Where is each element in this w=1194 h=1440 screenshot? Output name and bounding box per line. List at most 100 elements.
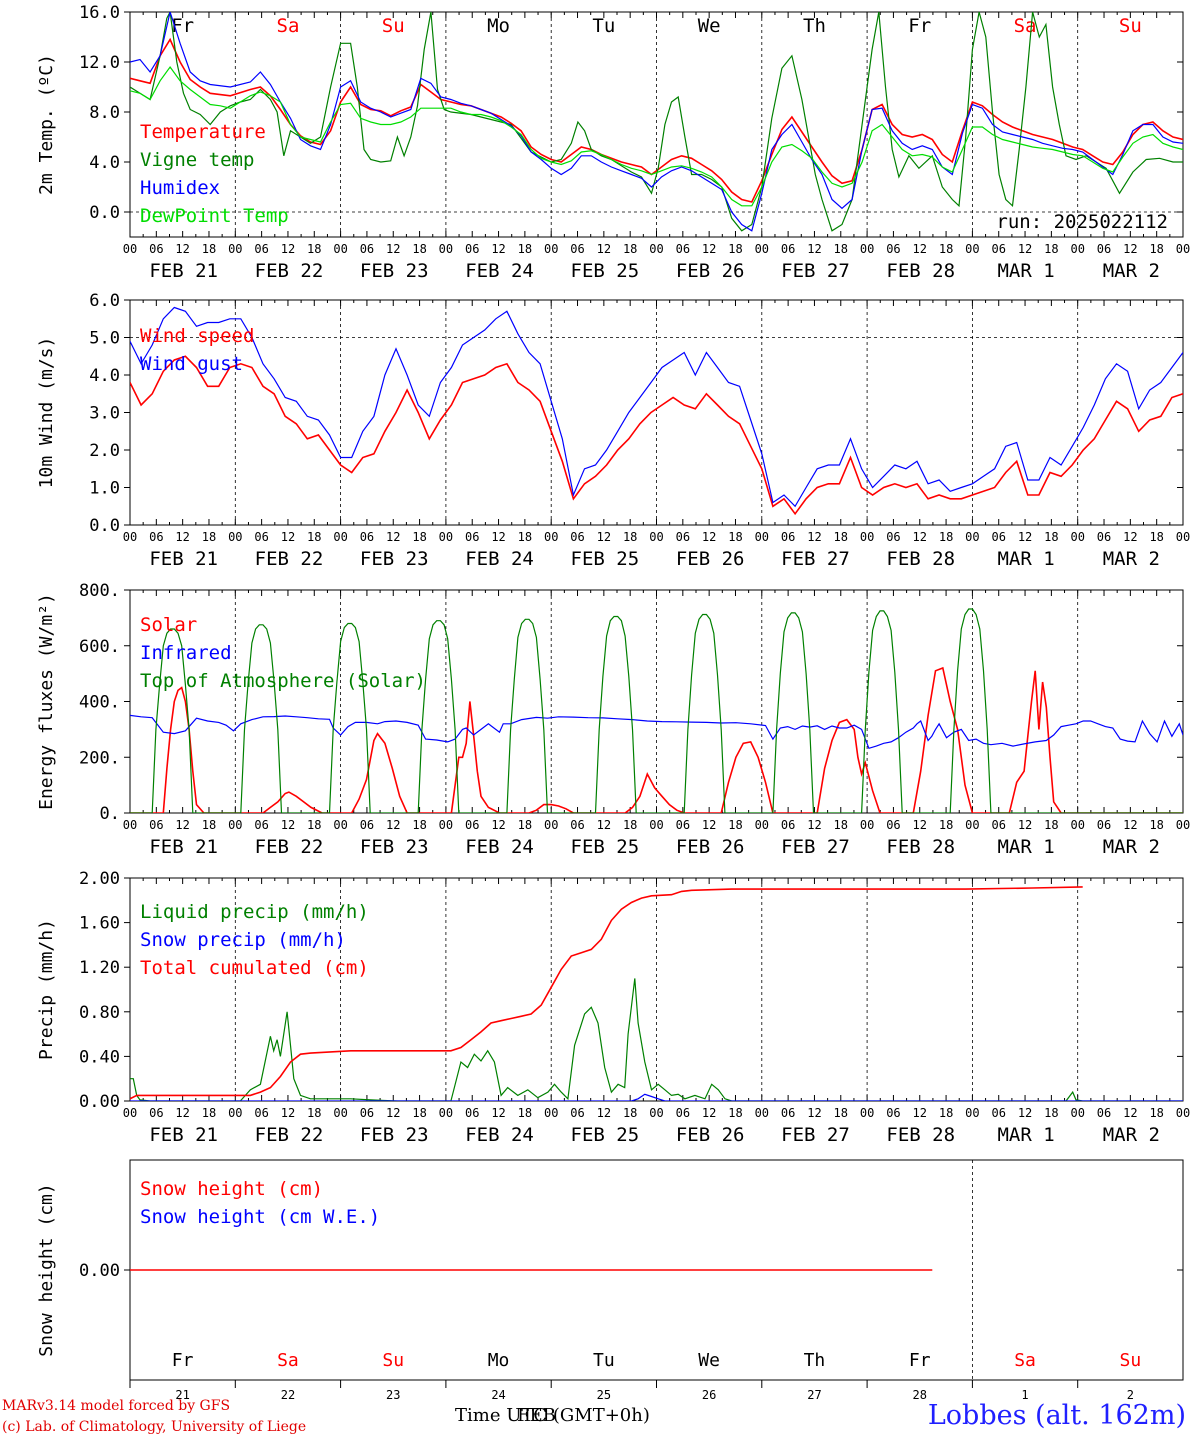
legend-entry: Snow precip (mm/h)	[140, 929, 346, 951]
hour-tick-label: 00	[123, 242, 137, 256]
weekday-label: Mo	[488, 1350, 510, 1371]
date-label: FEB 28	[886, 260, 955, 282]
plot-frame	[129, 589, 1184, 814]
hour-tick-label: 06	[1097, 530, 1111, 544]
weekday-label: We	[698, 15, 721, 37]
hour-tick-label: 00	[228, 242, 242, 256]
date-label: MAR 1	[997, 548, 1054, 570]
date-label: FEB 24	[465, 836, 534, 858]
date-label: MAR 2	[1103, 1124, 1160, 1146]
weekday-label: Fr	[909, 1350, 931, 1371]
hour-tick-label: 12	[702, 1106, 716, 1120]
hour-tick-label: 00	[965, 530, 979, 544]
hour-tick-label: 06	[676, 1106, 690, 1120]
hour-tick-label: 06	[676, 818, 690, 832]
hour-tick-label: 12	[175, 818, 189, 832]
y-tick-label: 12.0	[79, 53, 120, 73]
hour-tick-label: 12	[1123, 530, 1137, 544]
hour-tick-label: 18	[1044, 818, 1058, 832]
hour-tick-label: 00	[1070, 530, 1084, 544]
hour-tick-label: 12	[491, 242, 505, 256]
hour-tick-label: 00	[755, 818, 769, 832]
date-label: FEB 25	[571, 836, 640, 858]
hour-tick-label: 18	[623, 242, 637, 256]
hour-tick-label: 18	[939, 530, 953, 544]
time-axis-title: Time UTC (GMT+0h) FEB	[455, 1405, 650, 1426]
series-line-wind-gust	[130, 306, 1183, 508]
hour-tick-label: 00	[439, 1106, 453, 1120]
weekday-label: Sa	[1014, 15, 1037, 37]
legend-entry: Top of Atmosphere (Solar)	[140, 670, 426, 692]
hour-tick-label: 00	[965, 1106, 979, 1120]
day-number-label: 24	[491, 1388, 505, 1402]
hour-tick-label: 12	[491, 1106, 505, 1120]
hour-tick-label: 12	[702, 530, 716, 544]
legend-entry: Wind gust	[140, 353, 243, 375]
hour-tick-label: 12	[175, 530, 189, 544]
hour-tick-label: 00	[439, 818, 453, 832]
hour-tick-label: 18	[1149, 1106, 1163, 1120]
weekday-label: Sa	[277, 15, 300, 37]
hour-tick-label: 18	[1149, 530, 1163, 544]
chart-panel-4: 00 06 12 18 FEB 21 00 06 12 18 FEB 22 00 06 12 18 FEB …	[36, 869, 1190, 1146]
date-label: FEB 28	[886, 1124, 955, 1146]
hour-tick-label: 12	[281, 818, 295, 832]
series-line-dewpoint-temp	[130, 65, 1183, 207]
date-label: FEB 23	[360, 1124, 429, 1146]
hour-tick-label: 06	[781, 530, 795, 544]
hour-tick-label: 18	[728, 818, 742, 832]
y-axis-label: Precip (mm/h)	[36, 919, 57, 1060]
legend-entry: Temperature	[140, 121, 266, 143]
y-tick-label: 1.0	[89, 479, 120, 499]
hour-tick-label: 12	[702, 818, 716, 832]
hour-tick-label: 06	[149, 530, 163, 544]
hour-tick-label: 18	[939, 242, 953, 256]
hour-tick-label: 06	[886, 1106, 900, 1120]
hour-tick-label: 06	[360, 242, 374, 256]
hour-tick-label: 06	[991, 1106, 1005, 1120]
y-tick-label: 0.80	[79, 1003, 120, 1023]
hour-tick-label: 18	[412, 530, 426, 544]
chart-panel-1: 00 06 12 18 FEB 21 00 06 12 18 FEB 22 00 06 12 18 FEB …	[36, 3, 1190, 282]
hour-tick-label: 00	[439, 530, 453, 544]
hour-tick-label: 12	[1123, 818, 1137, 832]
legend-entry: Snow height (cm W.E.)	[140, 1206, 380, 1228]
series-line-infrared	[130, 714, 1183, 750]
y-tick-label: 2.00	[79, 869, 120, 889]
weekday-label: Sa	[1014, 1350, 1036, 1371]
date-label: FEB 25	[571, 1124, 640, 1146]
hour-tick-label: 00	[123, 530, 137, 544]
date-label: MAR 1	[997, 1124, 1054, 1146]
date-label: FEB 26	[676, 260, 745, 282]
hour-tick-label: 18	[623, 530, 637, 544]
hour-tick-label: 00	[228, 1106, 242, 1120]
hour-tick-label: 06	[149, 242, 163, 256]
y-tick-label: 800.	[79, 581, 120, 601]
date-label: FEB 23	[360, 260, 429, 282]
series-line-vigne-temp	[130, 12, 1183, 232]
hour-tick-label: 12	[491, 818, 505, 832]
date-label: FEB 21	[149, 260, 218, 282]
y-tick-label: 2.0	[89, 441, 120, 461]
hour-tick-label: 06	[149, 818, 163, 832]
hour-tick-label: 12	[807, 818, 821, 832]
hour-tick-label: 18	[1044, 242, 1058, 256]
hour-tick-label: 18	[307, 530, 321, 544]
hour-tick-label: 18	[728, 530, 742, 544]
date-label: FEB 27	[781, 260, 850, 282]
y-tick-label: 600.	[79, 637, 120, 657]
hour-tick-label: 06	[1097, 818, 1111, 832]
hour-tick-label: 12	[281, 242, 295, 256]
series-line-top-of-atmosphere-solar-	[130, 608, 1183, 813]
hour-tick-label: 00	[544, 242, 558, 256]
weekday-label: Th	[803, 15, 826, 37]
y-tick-label: 4.0	[89, 153, 120, 173]
date-label: FEB 23	[360, 548, 429, 570]
hour-tick-label: 06	[991, 530, 1005, 544]
hour-tick-label: 06	[570, 530, 584, 544]
hour-tick-label: 00	[755, 530, 769, 544]
hour-tick-label: 00	[123, 1106, 137, 1120]
hour-tick-label: 06	[570, 818, 584, 832]
weekday-label: Su	[1120, 1350, 1142, 1371]
